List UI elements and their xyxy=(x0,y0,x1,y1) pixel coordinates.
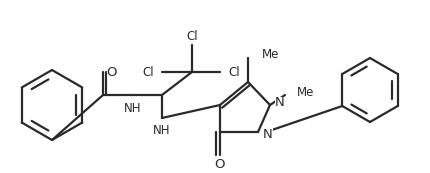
Text: Cl: Cl xyxy=(227,66,239,79)
Text: O: O xyxy=(107,66,117,79)
Text: NH: NH xyxy=(124,102,141,115)
Text: N: N xyxy=(262,128,272,140)
Text: Cl: Cl xyxy=(142,66,154,79)
Text: Me: Me xyxy=(296,86,313,99)
Text: Me: Me xyxy=(261,48,279,61)
Text: N: N xyxy=(274,97,284,110)
Text: Cl: Cl xyxy=(186,30,197,43)
Text: NH: NH xyxy=(153,125,170,138)
Text: O: O xyxy=(214,157,225,171)
